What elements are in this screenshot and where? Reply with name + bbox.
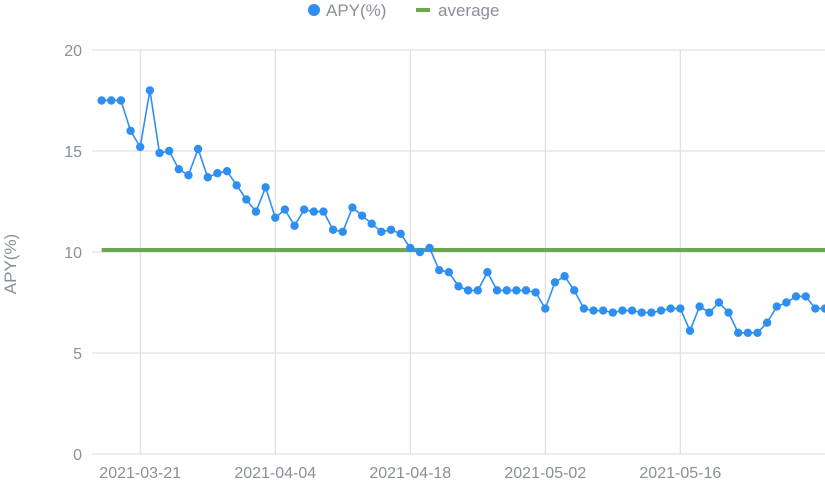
apy-data-point <box>733 328 743 337</box>
apy-data-point <box>811 304 820 313</box>
apy-data-point <box>319 207 328 216</box>
apy-data-point <box>753 328 762 337</box>
x-tick-label: 2021-04-04 <box>234 465 316 482</box>
apy-data-point <box>357 211 367 220</box>
apy-data-point <box>705 308 714 317</box>
x-tick-label: 2021-05-02 <box>504 465 586 482</box>
apy-data-point <box>647 308 656 317</box>
apy-data-point <box>762 318 772 327</box>
apy-data-point <box>367 219 376 228</box>
apy-data-point <box>242 195 251 204</box>
apy-data-point <box>570 286 579 295</box>
apy-data-point <box>627 306 637 315</box>
apy-data-point <box>116 96 126 105</box>
apy-data-point <box>589 306 598 315</box>
apy-data-point <box>444 268 454 277</box>
apy-data-point <box>435 265 444 275</box>
apy-data-point <box>502 286 511 295</box>
apy-data-point <box>251 207 261 216</box>
apy-data-point <box>637 308 646 317</box>
apy-data-point <box>618 306 627 315</box>
y-tick-label: 0 <box>73 447 82 464</box>
apy-data-point <box>174 164 184 174</box>
apy-data-point <box>550 278 560 287</box>
apy-data-point <box>136 142 145 152</box>
apy-data-point <box>695 302 704 311</box>
apy-data-point <box>155 148 164 158</box>
x-tick-label: 2021-03-21 <box>99 465 181 482</box>
apy-data-point <box>666 304 675 313</box>
apy-data-point <box>415 247 425 257</box>
apy-data-point <box>791 292 801 301</box>
apy-data-point <box>97 96 106 105</box>
apy-data-point <box>280 205 290 214</box>
series <box>97 86 825 337</box>
apy-data-point <box>463 286 473 295</box>
apy-data-point <box>184 171 193 180</box>
y-tick-label: 5 <box>73 346 82 363</box>
y-tick-label: 15 <box>64 144 82 161</box>
apy-data-point <box>541 304 550 313</box>
y-tick-label: 10 <box>64 245 82 262</box>
apy-data-point <box>801 292 810 301</box>
legend-marker-apy <box>308 4 320 16</box>
apy-data-point <box>145 86 155 95</box>
apy-data-point <box>213 169 222 178</box>
apy-data-point <box>126 126 135 135</box>
legend-label-apy: APY(%) <box>326 1 386 20</box>
legend-label-average: average <box>438 1 499 20</box>
y-axis-title: APY(%) <box>1 234 20 294</box>
axes: 0 5 10 15 20 2021-03-21 2021-04-04 2021-04-18 20… <box>1 43 721 482</box>
apy-data-point <box>107 96 116 105</box>
apy-data-point <box>271 213 280 222</box>
x-tick-label: 2021-05-16 <box>639 465 721 482</box>
apy-data-point <box>338 227 347 236</box>
apy-data-point <box>348 203 357 212</box>
apy-data-point <box>685 326 695 335</box>
apy-data-point <box>714 298 724 307</box>
apy-data-point <box>232 181 241 190</box>
apy-data-point <box>425 243 434 253</box>
apy-data-point <box>743 328 753 337</box>
apy-data-point <box>406 243 415 253</box>
apy-data-point <box>309 207 319 216</box>
apy-data-point <box>483 268 492 277</box>
apy-data-point <box>772 302 781 311</box>
apy-data-point <box>299 205 309 214</box>
apy-data-point <box>261 183 270 192</box>
legend: APY(%) average <box>308 1 499 20</box>
apy-data-point <box>560 272 569 281</box>
grid <box>92 49 825 455</box>
legend-marker-average <box>416 8 430 12</box>
apy-data-point <box>579 304 589 313</box>
apy-data-point <box>396 229 405 239</box>
apy-series-line <box>101 90 825 334</box>
apy-data-point <box>193 144 203 154</box>
apy-data-point <box>531 288 540 297</box>
apy-data-point <box>724 308 733 317</box>
apy-data-point <box>512 286 521 295</box>
apy-data-point <box>203 173 212 182</box>
apy-data-point <box>782 298 791 307</box>
apy-data-point <box>492 286 502 295</box>
y-tick-label: 20 <box>64 43 82 60</box>
apy-data-point <box>454 282 463 291</box>
apy-data-point <box>377 227 386 236</box>
apy-data-point <box>473 286 482 295</box>
apy-data-point <box>676 304 685 313</box>
apy-data-point <box>608 308 618 317</box>
apy-data-point <box>521 286 531 295</box>
apy-data-point <box>598 306 608 315</box>
apy-data-point <box>656 306 666 315</box>
x-tick-label: 2021-04-18 <box>369 465 451 482</box>
apy-data-point <box>328 225 338 234</box>
apy-data-point <box>164 146 174 156</box>
apy-data-point <box>290 221 299 230</box>
apy-data-point <box>222 167 232 176</box>
apy-data-point <box>820 304 825 313</box>
apy-data-point <box>386 225 396 234</box>
